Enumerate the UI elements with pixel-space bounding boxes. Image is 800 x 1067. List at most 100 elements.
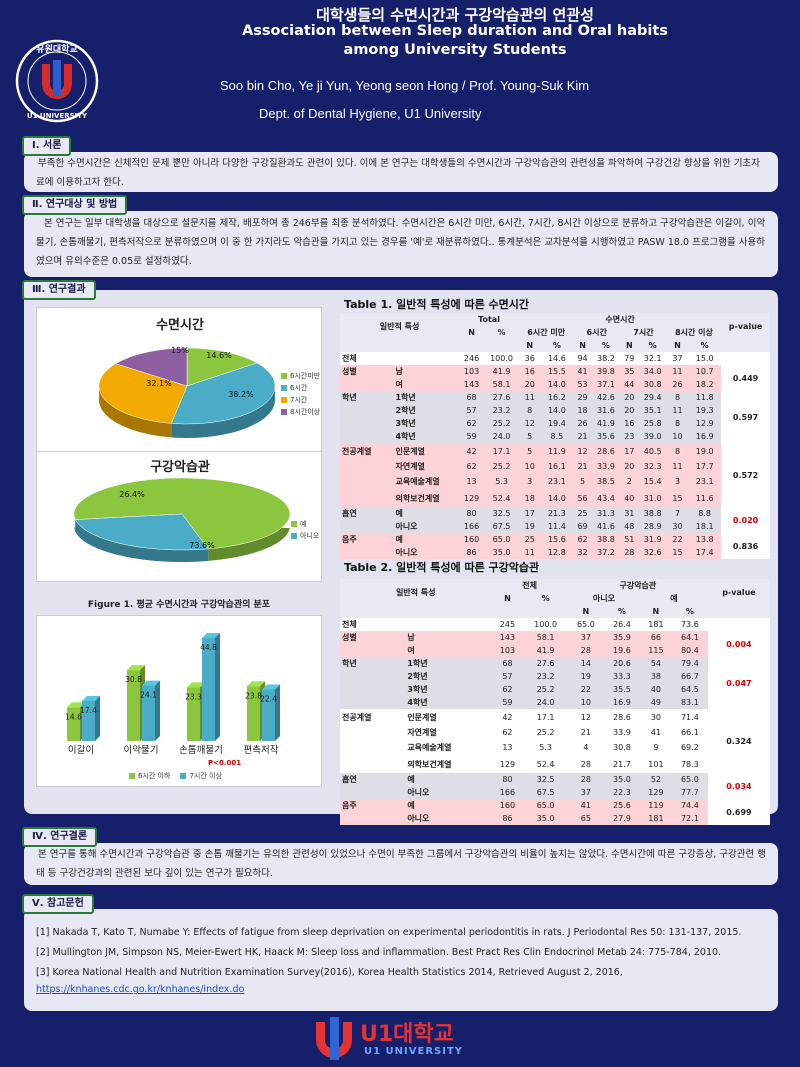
table-cell: 13.8 (688, 533, 722, 546)
table-cell: 5.3 (484, 473, 520, 490)
pie-legend-item: 8시간이상 (281, 406, 320, 418)
table-header: % (671, 605, 708, 618)
table-cell: 38.5 (591, 473, 621, 490)
table-cell: 성별 (340, 365, 384, 378)
sleep-pie-legend: 6시간미만 6시간 7시간 8시간이상 (281, 370, 320, 418)
table-cell: 11.8 (688, 391, 722, 404)
table-cell (340, 546, 384, 559)
table-cell: 28.9 (638, 520, 667, 533)
table-cell: 181 (639, 812, 672, 825)
table-cell: 25.2 (523, 683, 568, 696)
table-cell: 160 (491, 799, 524, 812)
reference-2: [2] Mullington JM, Simpson NS, Meier-Ewe… (36, 947, 722, 958)
table-row: 교육예술계열 13 5.3 4 30.8 9 69.2 (340, 739, 770, 756)
table-header: 일반적 특성 (340, 313, 460, 339)
pie-slice (170, 362, 276, 425)
table-cell: 38 (639, 670, 672, 683)
bar-top (67, 702, 85, 708)
sleep-pie-title: 수면시간 (156, 318, 204, 333)
table-cell (340, 726, 396, 739)
table-row: 음주 예 160 65.0 41 25.6 119 74.4 0.699 (340, 799, 770, 825)
table-cell: 아니오 (395, 812, 492, 825)
table-cell: 35.0 (603, 773, 640, 786)
bar-value-label: 23.3 (185, 692, 202, 701)
table-cell: 103 (459, 365, 485, 378)
table-cell: 29 (573, 391, 592, 404)
table-header: 6시간 (573, 326, 621, 339)
table-cell: 교육예술계열 (383, 473, 460, 490)
table-cell (340, 404, 384, 417)
table-cell: 65.0 (567, 618, 604, 631)
table-cell: 2 (620, 473, 639, 490)
table-cell: 27.6 (484, 391, 520, 404)
table-cell: 246 (459, 352, 485, 365)
table-cell: 25 (519, 533, 541, 546)
table-row: 성별 남 103 41.9 16 15.5 41 39.8 35 34.0 11 10.7 0.449 (340, 365, 770, 391)
table-cell (383, 352, 460, 365)
table-cell: 166 (491, 786, 524, 799)
table-cell: 예 (383, 533, 460, 546)
table2: 일반적 특성 전체 구강악습관 p-value N% 아니오 예 N% N% 전체 245 100.0… (340, 579, 770, 825)
bar-category-label: 편측저작 (244, 744, 279, 756)
table-cell: 4학년 (395, 696, 492, 709)
references-heading: Ⅴ. 참고문헌 (22, 894, 94, 914)
pie-slice (115, 347, 188, 387)
table-header: N (639, 605, 672, 618)
table-header: % (591, 339, 621, 352)
table-cell: 15.0 (688, 352, 722, 365)
table-cell: 65.0 (484, 533, 520, 546)
pie-slice (186, 347, 258, 387)
table-cell: 64.1 (671, 631, 708, 644)
bar-legend-item: 7시간 이상 (180, 770, 222, 782)
table-cell: 3학년 (383, 417, 460, 430)
table-cell: 35.1 (638, 404, 667, 417)
conclusion-box: 본 연구를 통해 수면시간과 구강악습관 중 손톱 깨물기는 유의한 관련성이 … (24, 843, 778, 885)
reference-link[interactable]: https://knhanes.cdc.go.kr/knhanes/index.… (36, 984, 245, 995)
table-cell: 41.9 (523, 644, 568, 657)
table-pvalue: 0.034 (707, 773, 770, 799)
table-cell (340, 670, 396, 683)
table-cell: 21 (567, 726, 604, 739)
bar-value-label: 44.8 (200, 643, 217, 652)
table-cell: 52.4 (484, 490, 520, 507)
table-cell: 59 (459, 430, 485, 443)
table-cell: 25.6 (603, 799, 640, 812)
pie-slice-label: 15% (171, 346, 189, 355)
habit-bar-chart: 14.617.4 이갈이 30.8 24.1 이악물기 23.3 44.8 손톱깨물기 23.8… (65, 632, 280, 756)
table-cell: 11.9 (540, 443, 574, 460)
table-cell: 62 (459, 460, 485, 473)
table-cell: 21.7 (603, 756, 640, 773)
table-cell: 21 (573, 460, 592, 473)
table-cell: 음주 (340, 533, 384, 546)
table-cell: 25 (573, 507, 592, 520)
table-cell: 78.3 (671, 756, 708, 773)
table-header: 전체 (491, 579, 568, 592)
table-cell: 전체 (340, 352, 384, 365)
pie-slice-side (171, 386, 275, 438)
table-cell: 41 (639, 726, 672, 739)
table-cell: 예 (383, 507, 460, 520)
table-cell: 3 (666, 473, 689, 490)
table-cell: 23.1 (540, 473, 574, 490)
pie-slice-side (75, 519, 209, 562)
table-cell: 성별 (340, 631, 396, 644)
table-cell: 42 (491, 709, 524, 726)
table-row: 아니오 166 67.5 37 22.3 129 77.7 (340, 786, 770, 799)
table-cell: 인문계열 (395, 709, 492, 726)
pie-slice-label: 32.1% (146, 379, 172, 388)
table-cell: 143 (459, 378, 485, 391)
table-cell: 16 (620, 417, 639, 430)
table-cell: 115 (639, 644, 672, 657)
table-cell: 26.4 (603, 618, 640, 631)
table-cell: 17.7 (688, 460, 722, 473)
table-cell: 12.8 (540, 546, 574, 559)
table-header: N (519, 339, 541, 352)
table-cell: 44 (620, 378, 639, 391)
table-header: N (459, 326, 485, 339)
table-cell: 80 (459, 507, 485, 520)
table-cell: 8 (666, 417, 689, 430)
table-cell: 1학년 (395, 657, 492, 670)
table-cell: 흡연 (340, 507, 384, 520)
table-cell: 129 (639, 786, 672, 799)
pie-slice (98, 363, 188, 424)
